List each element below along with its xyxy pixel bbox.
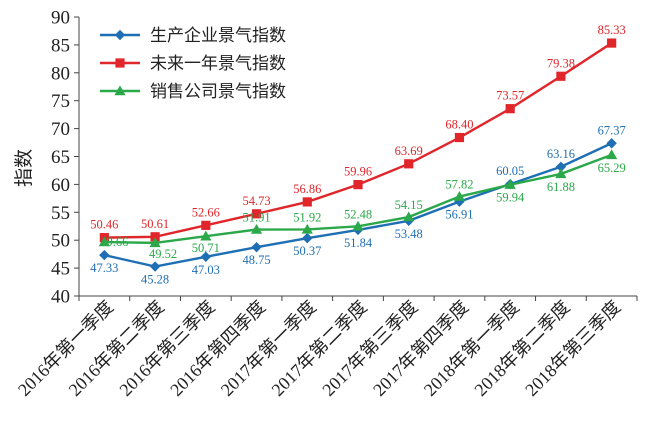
- x-category-label: 2018年第三季度: [521, 297, 624, 400]
- data-label: 47.33: [90, 261, 118, 275]
- x-axis: 2016年第一季度2016年第二季度2016年第三季度2016年第四季度2017…: [14, 295, 638, 400]
- data-label: 51.91: [242, 211, 270, 225]
- data-point: [250, 223, 263, 234]
- data-label: 54.15: [395, 198, 423, 212]
- data-point: [555, 161, 567, 172]
- data-label: 79.38: [547, 56, 575, 70]
- data-label: 63.69: [395, 144, 423, 158]
- data-point: [556, 71, 566, 81]
- data-label: 59.94: [496, 191, 525, 205]
- legend-marker: [114, 29, 126, 41]
- data-label: 51.92: [293, 210, 321, 224]
- data-label: 61.88: [547, 180, 575, 194]
- y-tick-label: 85: [51, 35, 70, 56]
- y-tick-label: 90: [51, 8, 70, 29]
- data-point: [200, 230, 212, 241]
- y-tick-label: 60: [51, 175, 70, 196]
- data-label: 50.46: [90, 218, 118, 232]
- plot-series: [98, 38, 618, 272]
- data-label: 52.48: [344, 207, 372, 221]
- data-label: 56.86: [293, 182, 321, 196]
- data-point: [302, 232, 313, 244]
- legend-label: 生产企业景气指数: [150, 26, 286, 46]
- data-label: 47.03: [192, 263, 220, 277]
- data-point: [352, 220, 364, 231]
- data-point: [555, 168, 567, 179]
- data-label: 60.05: [496, 164, 524, 178]
- y-axis-title: 指数: [13, 149, 35, 187]
- data-label: 48.75: [242, 253, 270, 267]
- data-label: 65.29: [598, 161, 626, 175]
- data-point: [353, 180, 363, 190]
- y-tick-label: 55: [51, 203, 70, 224]
- data-label: 53.48: [395, 227, 423, 241]
- data-label: 50.71: [192, 241, 220, 255]
- data-point: [505, 104, 515, 114]
- data-point: [504, 179, 516, 189]
- data-label: 67.37: [598, 123, 626, 137]
- y-tick-label: 75: [51, 91, 70, 112]
- y-tick-label: 65: [51, 147, 70, 168]
- data-point: [404, 159, 414, 169]
- data-point: [302, 197, 312, 207]
- data-label: 59.96: [344, 165, 372, 179]
- data-label: 57.82: [445, 178, 473, 192]
- data-label: 45.28: [141, 273, 169, 287]
- data-point: [454, 132, 465, 143]
- y-tick-label: 40: [51, 287, 70, 308]
- data-label: 73.57: [496, 89, 524, 103]
- data-labels: 47.33 45.28 47.03 48.75 50.37 51.84 53.48 56.91…: [90, 23, 625, 286]
- data-point: [201, 220, 211, 230]
- data-label: 54.73: [242, 194, 270, 208]
- y-axis: 40 45 50 55 60 65 70 75 80 85 90: [51, 8, 80, 308]
- data-point: [98, 236, 110, 247]
- data-point: [149, 237, 161, 248]
- y-tick-label: 80: [51, 63, 70, 84]
- data-point: [149, 261, 161, 272]
- data-point: [403, 211, 415, 222]
- legend-label: 销售公司景气指数: [150, 82, 286, 102]
- data-point: [301, 223, 313, 234]
- data-label: 49.52: [149, 247, 177, 261]
- legend-marker: [114, 85, 126, 96]
- data-point: [99, 249, 110, 261]
- y-tick-label: 50: [51, 231, 70, 252]
- data-point: [453, 190, 466, 201]
- data-label: 68.40: [445, 118, 473, 132]
- legend-label: 未来一年景气指数: [150, 54, 286, 74]
- legend-marker: [115, 58, 125, 68]
- data-label: 56.91: [445, 208, 473, 222]
- data-label: 49.66: [100, 235, 128, 249]
- data-label: 63.16: [547, 147, 575, 161]
- data-point: [607, 38, 617, 48]
- data-label: 85.33: [598, 23, 626, 37]
- data-point: [606, 149, 618, 160]
- y-tick-label: 45: [51, 259, 70, 280]
- data-label: 50.37: [293, 244, 321, 258]
- y-tick-label: 70: [51, 119, 70, 140]
- data-point: [251, 209, 262, 219]
- data-point: [150, 232, 160, 242]
- data-label: 50.61: [141, 217, 169, 231]
- data-point: [200, 251, 212, 262]
- data-label: 51.84: [344, 236, 373, 250]
- data-label: 52.66: [192, 205, 220, 219]
- data-point: [251, 241, 262, 253]
- data-point: [606, 138, 617, 149]
